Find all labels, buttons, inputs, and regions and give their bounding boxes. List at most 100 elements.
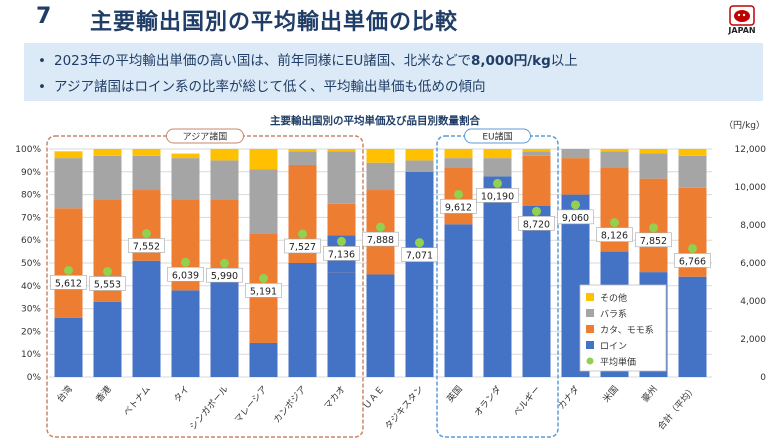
bar-segment — [405, 160, 434, 172]
group-label: アジア諸国 — [183, 131, 228, 143]
bar-segment — [132, 260, 161, 377]
y-left-tick: 10% — [21, 350, 41, 360]
price-label: 7,136 — [328, 249, 355, 260]
legend-label: バラ系 — [600, 309, 627, 320]
price-label: 7,552 — [133, 242, 160, 253]
bar-segment — [405, 171, 434, 377]
price-label: 9,612 — [445, 202, 472, 213]
price-marker — [181, 257, 190, 267]
legend-label: その他 — [600, 292, 627, 304]
y-left-tick: 30% — [21, 305, 41, 315]
price-label-box — [89, 276, 126, 291]
legend-label: 平均単価 — [600, 356, 636, 368]
x-tick-label: 米国 — [600, 383, 621, 405]
x-tick-label: 台湾 — [54, 383, 75, 405]
bar-segment — [171, 158, 200, 200]
x-tick-label: ベトナム — [121, 384, 152, 418]
x-tick-label: 豪州 — [639, 383, 660, 405]
price-label: 7,527 — [289, 242, 316, 253]
y-right-tick: 12,000 — [735, 145, 767, 155]
legend-label: カタ、モモ系 — [600, 325, 654, 336]
group-frame — [436, 135, 559, 438]
bar-segment — [54, 158, 83, 209]
bullet-1: • 2023年の平均輸出単価の高い国は、前年同様にEU諸国、北米などで8,000円… — [38, 53, 578, 69]
price-marker — [454, 189, 463, 199]
price-marker — [298, 229, 307, 239]
price-label: 5,990 — [211, 271, 238, 282]
bar-segment — [639, 153, 668, 179]
y-left-tick: 70% — [21, 213, 41, 223]
price-label-box — [476, 188, 519, 203]
bar-segment — [93, 299, 122, 302]
chart-title: 主要輸出国別の平均単価及び品目別数量割合 — [270, 114, 480, 127]
bullet-1-tail: 以上 — [550, 53, 578, 69]
y-left-tick: 60% — [21, 236, 41, 246]
bar-segment — [249, 169, 278, 234]
bar-segment — [327, 149, 356, 152]
y-left-tick: 40% — [21, 282, 41, 292]
bar-segment — [54, 317, 83, 377]
group-label: EU諸国 — [482, 131, 512, 143]
bullet-2: • アジア諸国はロイン系の比率が総じて低く、平均輸出単価も低めの傾向 — [38, 79, 486, 95]
price-marker — [337, 236, 346, 246]
price-label-box — [518, 216, 555, 231]
price-marker — [259, 273, 268, 283]
bar-segment — [483, 158, 512, 177]
price-label-box — [635, 232, 672, 248]
x-tick-label: カンボジア — [271, 384, 308, 426]
price-label: 9,060 — [562, 213, 589, 224]
legend-swatch — [586, 325, 594, 333]
y-right-tick: 4,000 — [740, 297, 766, 307]
bar-segment — [249, 308, 278, 343]
price-label: 6,766 — [679, 256, 706, 267]
x-tick-label: マレーシア — [233, 385, 269, 426]
legend-swatch — [586, 293, 594, 301]
price-marker — [103, 266, 112, 276]
price-label-box — [596, 227, 633, 242]
price-label-box — [674, 253, 711, 268]
bar-segment — [522, 206, 551, 377]
x-tick-label: タジキスタン — [383, 384, 426, 432]
bar-segment — [327, 151, 356, 204]
price-marker — [376, 222, 385, 232]
y-left-tick: 100% — [15, 145, 41, 155]
price-marker — [571, 200, 580, 210]
price-label-box — [323, 246, 360, 261]
price-label: 8,126 — [601, 231, 628, 242]
bar-segment — [366, 274, 395, 377]
bar-segment — [405, 149, 434, 161]
x-tick-label: 香港 — [93, 383, 114, 405]
x-tick-label: ベルギー — [511, 384, 543, 419]
price-label: 5,612 — [55, 278, 82, 289]
price-label: 7,071 — [406, 251, 433, 262]
x-tick-label: マカオ — [322, 384, 348, 412]
bar-segment — [210, 160, 239, 200]
slide-header: 7 主要輸出国別の平均輸出単価の比較 JAPAN — [0, 0, 773, 40]
price-label-box — [440, 199, 477, 214]
bar-segment — [54, 151, 83, 159]
price-marker — [64, 265, 73, 275]
legend-swatch — [586, 309, 594, 317]
bar-segment — [54, 299, 83, 318]
summary-box: • 2023年の平均輸出単価の高い国は、前年同様にEU諸国、北米などで8,000円… — [24, 43, 763, 101]
x-tick-label: カナダ — [555, 383, 582, 411]
bar-segment — [483, 176, 512, 377]
bar-segment — [93, 155, 122, 200]
logo-text: JAPAN — [728, 26, 756, 35]
y-right-tick: 10,000 — [735, 183, 767, 193]
bar-segment — [171, 290, 200, 377]
price-marker — [220, 258, 229, 268]
y-right-tick: 0 — [760, 373, 766, 383]
right-axis-unit: （円/kg） — [724, 120, 765, 131]
bar-segment — [561, 149, 590, 159]
price-label-box — [557, 209, 594, 225]
x-tick-label: タイ — [172, 384, 192, 405]
bar-segment — [132, 155, 161, 191]
bar-segment — [522, 149, 551, 152]
bar-segment — [522, 151, 551, 156]
price-label-box — [128, 238, 165, 253]
price-label: 5,553 — [94, 279, 121, 290]
bar-segment — [561, 158, 590, 195]
price-label-box — [284, 238, 321, 254]
